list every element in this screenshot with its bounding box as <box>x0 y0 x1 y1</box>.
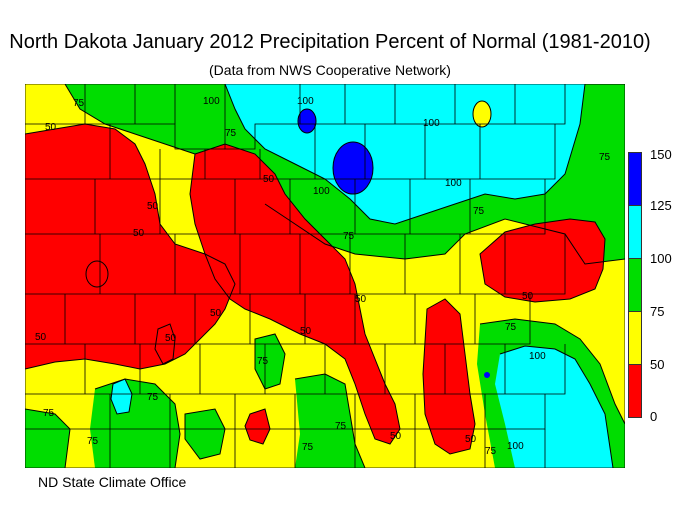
precipitation-map: 75 50 100 100 100 75 50 50 50 100 75 75 … <box>25 84 625 468</box>
legend-tick-label: 100 <box>650 251 672 266</box>
contour-label: 75 <box>505 322 517 333</box>
contour-label: 75 <box>343 231 355 242</box>
contour-label: 75 <box>257 356 269 367</box>
legend-tick-label: 0 <box>650 409 658 424</box>
legend-tick-label: 150 <box>650 147 672 162</box>
contour-label: 75 <box>87 436 99 447</box>
contour-label: 75 <box>225 128 237 139</box>
color-legend: 150 125 100 75 50 0 <box>628 147 698 424</box>
legend-swatch-75-100 <box>628 258 642 312</box>
contour-label: 50 <box>465 434 477 445</box>
zone-0-50-west <box>25 124 235 369</box>
contour-label: 75 <box>43 408 55 419</box>
contour-label: 100 <box>507 441 524 452</box>
contour-label: 50 <box>522 291 534 302</box>
contour-label: 75 <box>73 98 85 109</box>
contour-label: 50 <box>133 228 145 239</box>
contour-label: 75 <box>302 442 314 453</box>
legend-tick-label: 125 <box>650 198 672 213</box>
contour-label: 75 <box>473 206 485 217</box>
contour-label: 50 <box>210 308 222 319</box>
map-subtitle: (Data from NWS Cooperative Network) <box>209 62 451 78</box>
footer-credit: ND State Climate Office <box>38 474 187 490</box>
contour-label: 50 <box>165 333 177 344</box>
contour-label: 50 <box>45 122 57 133</box>
legend-swatch-0-50 <box>628 364 642 418</box>
contour-label: 75 <box>335 421 347 432</box>
contour-label: 75 <box>599 152 611 163</box>
zone-hole-north <box>473 101 491 127</box>
legend-tick-label: 50 <box>650 357 665 372</box>
contour-label: 50 <box>390 431 402 442</box>
contour-label: 50 <box>355 294 367 305</box>
zone-125-150-blob-large <box>333 142 373 194</box>
legend-tick-label: 75 <box>650 304 665 319</box>
zone-0-50-east-blob <box>480 219 605 302</box>
zone-125-150-dot <box>484 372 490 378</box>
contour-label: 100 <box>423 118 440 129</box>
zone-0-50-south-blob <box>423 299 475 454</box>
contour-label: 75 <box>485 446 497 457</box>
map-title: North Dakota January 2012 Precipitation … <box>9 31 651 53</box>
zone-100-125-sw-blob <box>111 379 132 414</box>
county-boundaries <box>25 84 625 468</box>
zone-0-50-south-small <box>245 409 270 444</box>
contour-label: 50 <box>147 201 159 212</box>
contour-lines <box>25 84 625 468</box>
zone-75-100-south-central <box>295 374 365 468</box>
contour-label: 100 <box>203 96 220 107</box>
map-svg: 75 50 100 100 100 75 50 50 50 100 75 75 … <box>25 84 625 468</box>
contour-label: 50 <box>300 326 312 337</box>
contour-label: 100 <box>297 96 314 107</box>
zone-100-125-southeast <box>495 346 613 468</box>
contour-label: 100 <box>313 186 330 197</box>
zone-125-150-blob-small <box>298 109 316 133</box>
contour-label-group: 75 50 100 100 100 75 50 50 50 100 75 75 … <box>35 96 611 457</box>
contour-label: 50 <box>35 332 47 343</box>
legend-swatch-125-150 <box>628 152 642 206</box>
contour-label: 100 <box>445 178 462 189</box>
legend-swatch-100-125 <box>628 205 642 259</box>
contour-label: 50 <box>263 174 275 185</box>
zone-75-100-sc-blob <box>255 334 285 389</box>
zone-75-100-southwest <box>25 409 70 468</box>
legend-swatch-50-75 <box>628 311 642 365</box>
contour-label: 75 <box>147 392 159 403</box>
contour-label: 100 <box>529 351 546 362</box>
zone-75-100-sc2 <box>185 409 225 459</box>
